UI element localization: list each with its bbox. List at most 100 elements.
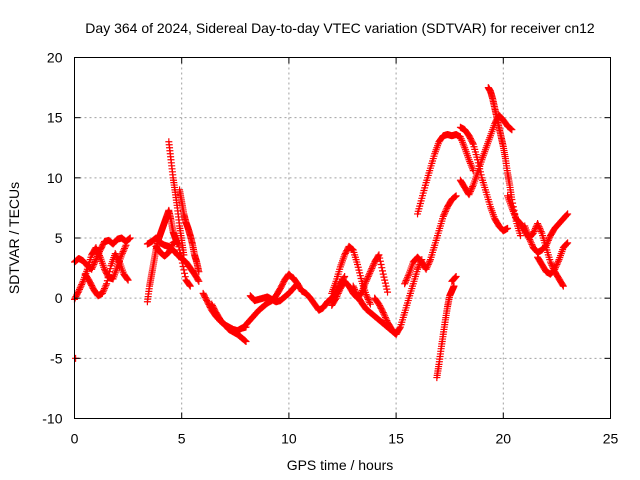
series-track-n bbox=[328, 242, 374, 308]
data-point bbox=[101, 283, 109, 291]
data-point bbox=[166, 247, 174, 255]
data-point bbox=[173, 236, 181, 244]
series-track-z bbox=[521, 210, 572, 256]
x-tick-label: 5 bbox=[178, 431, 186, 447]
data-point bbox=[194, 276, 202, 284]
y-tick-label: 15 bbox=[47, 110, 63, 126]
data-point bbox=[195, 268, 203, 276]
data-point bbox=[507, 125, 515, 133]
data-point bbox=[103, 277, 111, 285]
data-point bbox=[95, 250, 103, 258]
data-point bbox=[423, 264, 431, 272]
data-point bbox=[103, 280, 111, 288]
data-point bbox=[365, 271, 373, 279]
data-point bbox=[122, 241, 130, 249]
data-point bbox=[363, 276, 371, 284]
data-point bbox=[448, 277, 456, 285]
data-point bbox=[564, 239, 572, 247]
data-point bbox=[442, 206, 450, 214]
data-point bbox=[562, 240, 570, 248]
data-point bbox=[349, 282, 357, 290]
data-point bbox=[404, 273, 412, 281]
data-point bbox=[554, 259, 562, 267]
data-point bbox=[106, 268, 114, 276]
data-point bbox=[369, 263, 377, 271]
series-track-a bbox=[71, 234, 134, 273]
data-point bbox=[351, 285, 359, 293]
data-point bbox=[441, 208, 449, 216]
data-point bbox=[364, 274, 372, 282]
data-point bbox=[100, 286, 108, 294]
data-point bbox=[529, 229, 537, 237]
data-point bbox=[76, 284, 84, 292]
data-point bbox=[530, 228, 538, 236]
series-track-aa bbox=[534, 239, 572, 278]
x-tick-label: 15 bbox=[388, 431, 404, 447]
data-point bbox=[74, 288, 82, 296]
series-track-c bbox=[81, 250, 132, 300]
data-point bbox=[126, 234, 134, 242]
data-point bbox=[102, 281, 110, 289]
series-track-g bbox=[176, 186, 203, 276]
data-point bbox=[551, 265, 559, 273]
y-tick-label: 5 bbox=[55, 230, 63, 246]
series-track-s bbox=[414, 131, 477, 218]
data-point bbox=[335, 288, 343, 296]
data-point bbox=[526, 236, 534, 244]
data-point bbox=[241, 336, 249, 344]
data-point bbox=[176, 246, 184, 254]
data-point bbox=[115, 257, 123, 265]
data-point bbox=[186, 281, 194, 289]
data-point bbox=[381, 279, 389, 287]
data-point bbox=[363, 292, 371, 300]
data-point bbox=[178, 256, 186, 264]
data-point bbox=[101, 285, 109, 293]
data-point bbox=[106, 265, 114, 273]
data-point bbox=[351, 287, 359, 295]
data-point bbox=[451, 192, 459, 200]
data-point bbox=[105, 271, 113, 279]
data-point bbox=[466, 189, 474, 197]
series-track-t bbox=[433, 282, 458, 382]
data-point bbox=[401, 280, 409, 288]
data-point bbox=[545, 235, 553, 243]
series-track-v bbox=[456, 123, 512, 235]
data-point bbox=[180, 266, 188, 274]
data-point bbox=[527, 239, 535, 247]
data-point bbox=[564, 210, 572, 218]
data-point bbox=[536, 226, 544, 234]
data-point bbox=[528, 240, 536, 248]
data-point bbox=[348, 245, 356, 253]
data-point bbox=[179, 262, 187, 270]
data-point bbox=[404, 272, 412, 280]
data-point bbox=[535, 223, 543, 231]
series-track-x bbox=[484, 84, 524, 240]
data-point bbox=[466, 187, 474, 195]
data-point bbox=[563, 211, 571, 219]
data-point bbox=[551, 264, 559, 272]
data-point bbox=[537, 228, 545, 236]
series-track-j bbox=[208, 300, 250, 345]
data-point bbox=[422, 265, 430, 273]
data-point bbox=[504, 224, 512, 232]
data-point bbox=[414, 264, 422, 272]
data-point bbox=[350, 284, 358, 292]
y-tick-label: -5 bbox=[50, 350, 63, 366]
data-point bbox=[469, 183, 477, 191]
data-point bbox=[124, 276, 132, 284]
data-point bbox=[368, 264, 376, 272]
data-point bbox=[506, 124, 514, 132]
data-point bbox=[181, 269, 189, 277]
data-point bbox=[242, 337, 250, 345]
data-point bbox=[402, 277, 410, 285]
data-point bbox=[94, 248, 102, 256]
data-point bbox=[563, 240, 571, 248]
data-point bbox=[380, 273, 388, 281]
y-tick-label: -10 bbox=[42, 411, 62, 427]
data-point bbox=[195, 277, 203, 285]
data-point bbox=[380, 310, 388, 318]
data-point bbox=[93, 247, 101, 255]
data-point bbox=[377, 260, 385, 268]
data-point bbox=[352, 289, 360, 297]
data-point bbox=[383, 285, 391, 293]
